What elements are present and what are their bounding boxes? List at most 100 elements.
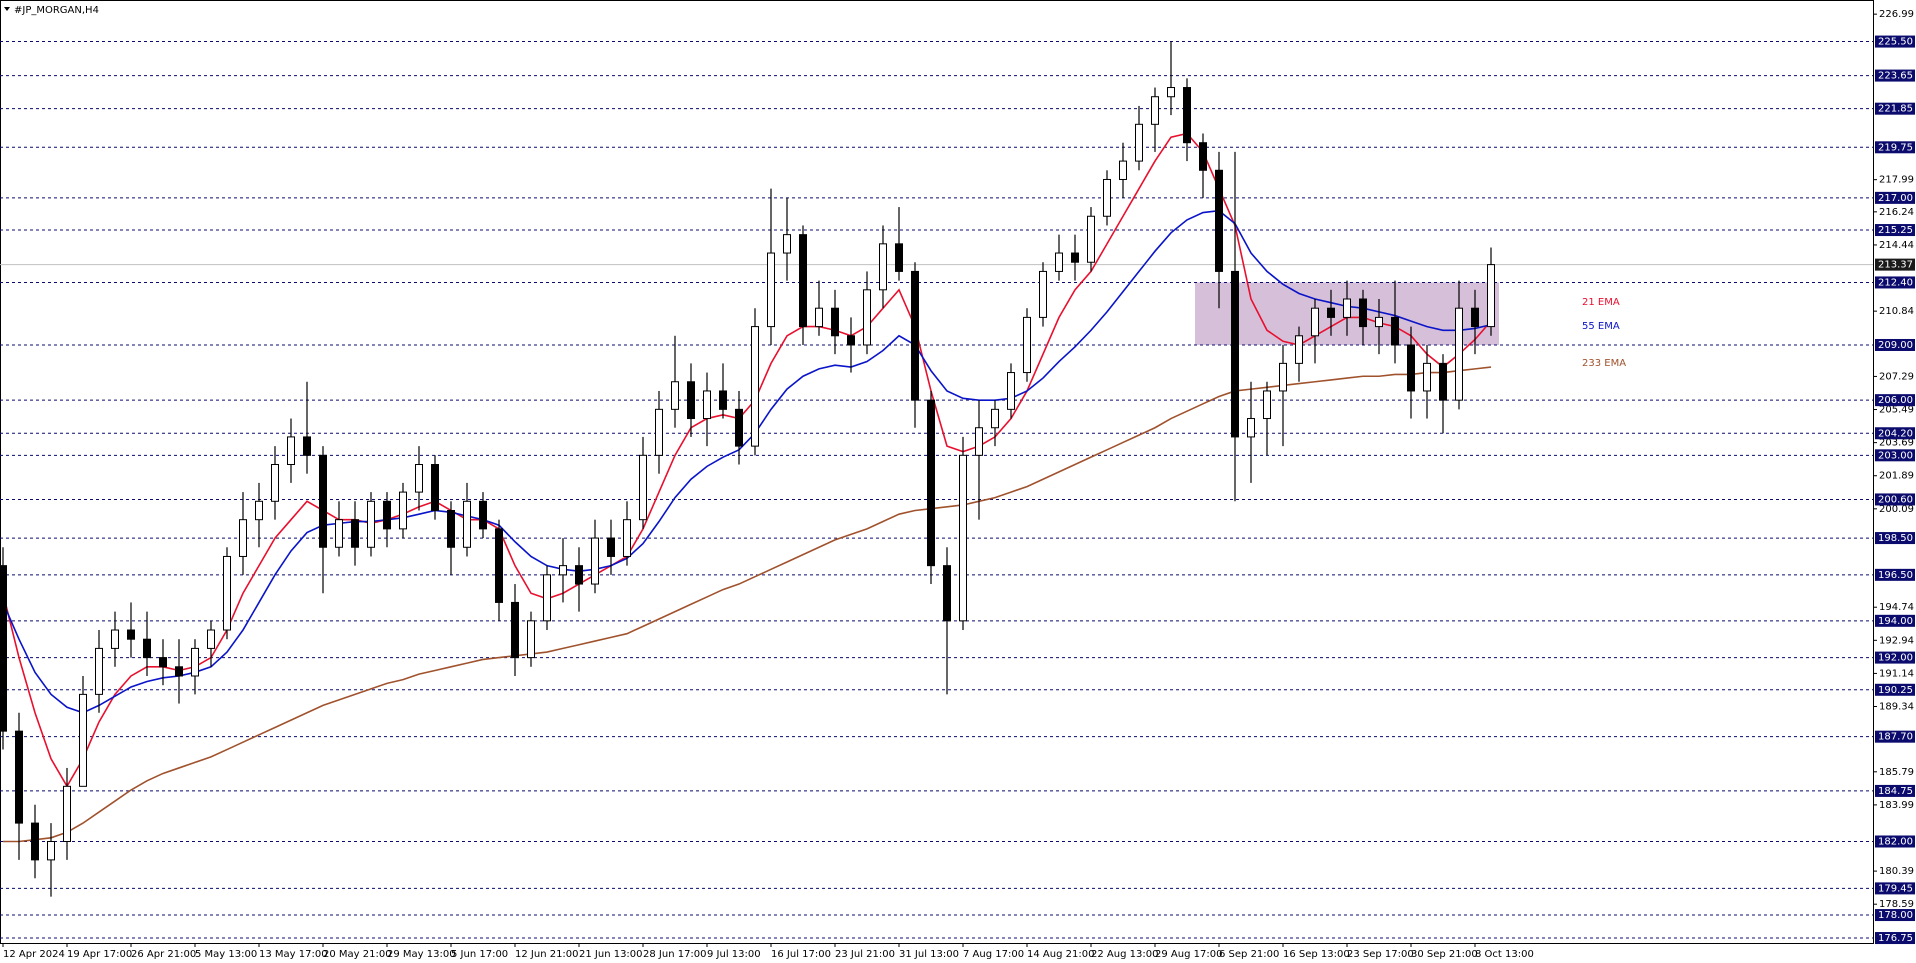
candle-body xyxy=(63,785,71,842)
x-tick-label: 12 Apr 2024 xyxy=(3,949,65,960)
candle-body xyxy=(559,565,567,576)
candle-body xyxy=(31,822,39,861)
level-label-bg xyxy=(1875,932,1915,945)
level-label-bg xyxy=(1875,835,1915,848)
x-tick-label: 16 Sep 13:00 xyxy=(1283,949,1350,960)
candle-body xyxy=(1471,307,1479,328)
y-tick-label: 203.69 xyxy=(1879,438,1914,449)
x-tick-label: 14 Aug 21:00 xyxy=(1027,949,1094,960)
candle-body xyxy=(1167,87,1175,98)
level-label: 176.75 xyxy=(1878,933,1913,944)
candle-body xyxy=(271,464,279,502)
candle-body xyxy=(831,307,839,337)
level-label-bg xyxy=(1875,614,1915,627)
x-tick-label: 22 Aug 13:00 xyxy=(1091,949,1158,960)
x-tick-label: 9 Jul 13:00 xyxy=(707,949,761,960)
candle-body xyxy=(399,491,407,530)
y-tick-label: 191.14 xyxy=(1879,668,1914,679)
candle-body xyxy=(1311,307,1319,337)
candle-body xyxy=(159,657,167,668)
candle-body xyxy=(1487,264,1495,328)
candle-body xyxy=(319,454,327,548)
candle-body xyxy=(463,500,471,548)
x-tick-label: 16 Jul 17:00 xyxy=(771,949,831,960)
candle-body xyxy=(1343,298,1351,318)
candle-body xyxy=(175,666,183,677)
candle-body xyxy=(351,519,359,548)
x-tick-label: 28 Jun 17:00 xyxy=(643,949,707,960)
ema-label: 21 EMA xyxy=(1582,297,1620,308)
level-label: 215.25 xyxy=(1878,225,1913,236)
candle-body xyxy=(255,500,263,521)
level-label: 200.60 xyxy=(1878,494,1913,505)
menu-arrow[interactable] xyxy=(4,7,10,11)
candle-body xyxy=(1407,344,1415,392)
candle-body xyxy=(1119,160,1127,180)
candle-body xyxy=(703,390,711,420)
x-tick-label: 29 May 13:00 xyxy=(387,949,456,960)
y-tick-label: 194.74 xyxy=(1879,602,1914,613)
candle-body xyxy=(575,565,583,585)
candle-body xyxy=(1295,335,1303,364)
candle-body xyxy=(1023,316,1031,374)
level-label: 225.50 xyxy=(1878,37,1913,48)
level-label: 219.75 xyxy=(1878,142,1913,153)
level-label: 203.00 xyxy=(1878,450,1913,461)
level-label-bg xyxy=(1875,102,1915,115)
x-tick-label: 20 May 21:00 xyxy=(323,949,392,960)
level-label: 217.00 xyxy=(1878,193,1913,204)
candle-body xyxy=(719,390,727,410)
candle-body xyxy=(495,528,503,603)
level-label: 187.70 xyxy=(1878,732,1913,743)
level-label-bg xyxy=(1875,493,1915,506)
x-tick-label: 12 Jun 21:00 xyxy=(515,949,579,960)
candle-body xyxy=(383,500,391,530)
y-tick-label: 178.59 xyxy=(1879,899,1914,910)
level-label: 196.50 xyxy=(1878,570,1913,581)
y-tick-label: 192.94 xyxy=(1879,635,1914,646)
level-label: 184.75 xyxy=(1878,786,1913,797)
level-label-bg xyxy=(1875,427,1915,440)
y-tick-label: 189.34 xyxy=(1879,702,1914,713)
candle-body xyxy=(1375,316,1383,328)
level-label-bg xyxy=(1875,882,1915,895)
level-label-bg xyxy=(1875,69,1915,82)
candle-body xyxy=(815,307,823,328)
candle-body xyxy=(1183,87,1191,144)
candle-body xyxy=(1391,316,1399,346)
x-tick-label: 5 May 13:00 xyxy=(195,949,257,960)
chart-title: #JP_MORGAN,H4 xyxy=(14,5,99,16)
y-tick-label: 207.29 xyxy=(1879,371,1914,382)
candle-body xyxy=(143,638,151,659)
candle-body xyxy=(511,601,519,659)
candle-body xyxy=(911,270,919,401)
candle-body xyxy=(591,537,599,585)
candle-body xyxy=(959,454,967,622)
candle-body xyxy=(655,408,663,456)
candle-body xyxy=(975,427,983,456)
current-price-bg xyxy=(1875,258,1915,271)
candle-body xyxy=(639,454,647,521)
candle-body xyxy=(543,574,551,622)
candle-body xyxy=(1055,252,1063,272)
candle-body xyxy=(1439,362,1447,401)
x-tick-label: 30 Sep 21:00 xyxy=(1411,949,1478,960)
level-label: 190.25 xyxy=(1878,685,1913,696)
candle-body xyxy=(335,519,343,548)
y-tick-label: 201.89 xyxy=(1879,471,1914,482)
x-tick-label: 26 Apr 21:00 xyxy=(131,949,196,960)
y-tick-label: 226.99 xyxy=(1879,9,1914,20)
candle-body xyxy=(1215,169,1223,272)
candle-body xyxy=(95,647,103,695)
candle-body xyxy=(1263,390,1271,420)
level-label: 179.45 xyxy=(1878,883,1913,894)
x-tick-label: 19 Apr 17:00 xyxy=(67,949,132,960)
level-label: 221.85 xyxy=(1878,104,1913,115)
y-tick-label: 217.99 xyxy=(1879,175,1914,186)
candle-body xyxy=(927,399,935,567)
candle-body xyxy=(1327,307,1335,318)
candle-body xyxy=(863,289,871,346)
candle-body xyxy=(607,537,615,557)
candle-body xyxy=(1135,123,1143,162)
